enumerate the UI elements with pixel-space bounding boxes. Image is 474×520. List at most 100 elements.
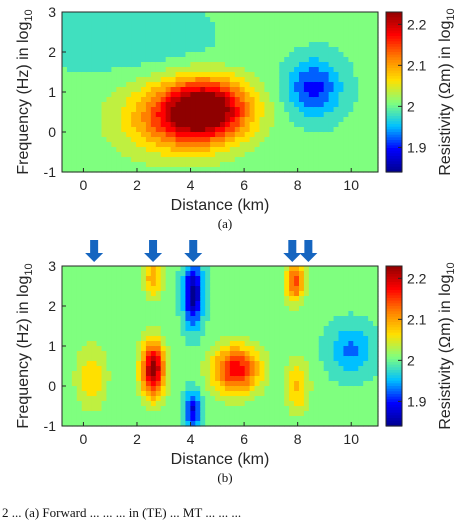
heatmap-cell (205, 391, 211, 397)
heatmap-cell (121, 411, 127, 417)
heatmap-cell (299, 17, 305, 23)
heatmap-cell (254, 286, 261, 292)
heatmap-cell (373, 341, 379, 347)
heatmap-cell (343, 132, 349, 138)
heatmap-cell (244, 47, 251, 53)
heatmap-cell (264, 371, 270, 377)
heatmap-cell (328, 82, 335, 88)
heatmap-cell (348, 306, 354, 312)
heatmap-cell (91, 411, 98, 417)
colorbar-segment (386, 116, 402, 120)
heatmap-cell (205, 27, 211, 33)
heatmap-cell (373, 17, 379, 23)
heatmap-cell (224, 341, 231, 347)
heatmap-cell (274, 281, 280, 287)
heatmap-cell (160, 147, 167, 153)
heatmap-cell (239, 356, 246, 362)
heatmap-cell (343, 316, 349, 322)
heatmap-cell (284, 386, 290, 392)
heatmap-cell (348, 147, 354, 153)
heatmap-cell (91, 331, 98, 337)
heatmap-cell (368, 57, 374, 63)
heatmap-cell (323, 386, 330, 392)
heatmap-cell (343, 167, 349, 173)
heatmap-cell (353, 147, 359, 153)
heatmap-cell (224, 92, 231, 98)
heatmap-cell (348, 296, 354, 302)
heatmap-cell (195, 52, 201, 58)
heatmap-cell (353, 306, 359, 312)
heatmap-cell (299, 351, 305, 357)
heatmap-cell (234, 366, 241, 372)
heatmap-cell (318, 82, 325, 88)
heatmap-cell (289, 286, 295, 292)
heatmap-cell (299, 87, 305, 93)
heatmap-cell (101, 376, 108, 382)
heatmap-cell (264, 266, 270, 272)
heatmap-cell (224, 77, 231, 83)
heatmap-cell (299, 336, 305, 342)
heatmap-cell (373, 286, 379, 292)
heatmap-cell (284, 147, 290, 153)
heatmap-cell (333, 32, 340, 38)
heatmap-cell (81, 301, 88, 307)
heatmap-cell (116, 306, 122, 312)
heatmap-cell (141, 296, 147, 302)
heatmap-cell (368, 22, 374, 28)
heatmap-cell (299, 281, 305, 287)
heatmap-cell (145, 157, 152, 163)
heatmap-cell (299, 391, 305, 397)
heatmap-cell (323, 406, 330, 412)
heatmap-cell (303, 371, 310, 377)
heatmap-cell (224, 157, 231, 163)
heatmap-cell (343, 162, 349, 168)
heatmap-cell (284, 62, 290, 68)
heatmap-cell (328, 361, 335, 367)
heatmap-cell (175, 167, 182, 173)
heatmap-cell (101, 162, 108, 168)
heatmap-cell (195, 351, 201, 357)
heatmap-cell (274, 286, 280, 292)
heatmap-cell (175, 122, 182, 128)
colorbar-segment (386, 148, 402, 152)
heatmap-cell (348, 92, 354, 98)
heatmap-cell (96, 67, 103, 73)
heatmap-cell (66, 341, 73, 347)
heatmap-cell (170, 371, 177, 377)
heatmap-cell (259, 276, 266, 282)
heatmap-cell (71, 311, 78, 317)
heatmap-cell (165, 87, 172, 93)
heatmap-cell (254, 167, 261, 173)
heatmap-cell (274, 52, 280, 58)
heatmap-cell (91, 301, 98, 307)
heatmap-cell (86, 132, 93, 138)
heatmap-cell (190, 351, 196, 357)
heatmap-cell (244, 301, 251, 307)
heatmap-cell (259, 62, 266, 68)
heatmap-cell (121, 381, 127, 387)
heatmap-cell (244, 152, 251, 158)
heatmap-cell (323, 47, 330, 53)
heatmap-cell (101, 117, 108, 123)
heatmap-cell (111, 316, 117, 322)
heatmap-cell (106, 401, 112, 407)
heatmap-cell (145, 72, 152, 78)
heatmap-cell (160, 122, 167, 128)
heatmap-cell (170, 421, 177, 427)
heatmap-cell (229, 406, 236, 412)
heatmap-cell (136, 52, 142, 58)
heatmap-cell (96, 37, 103, 43)
heatmap-cell (274, 351, 280, 357)
heatmap-cell (155, 82, 162, 88)
heatmap-cell (121, 122, 127, 128)
heatmap-cell (111, 291, 117, 297)
heatmap-cell (234, 122, 241, 128)
heatmap-cell (303, 152, 310, 158)
heatmap-cell (220, 396, 226, 402)
heatmap-cell (141, 271, 147, 277)
heatmap-cell (62, 107, 68, 113)
heatmap-cell (338, 82, 345, 88)
heatmap-cell (190, 127, 196, 133)
heatmap-cell (215, 386, 221, 392)
heatmap-cell (116, 286, 122, 292)
